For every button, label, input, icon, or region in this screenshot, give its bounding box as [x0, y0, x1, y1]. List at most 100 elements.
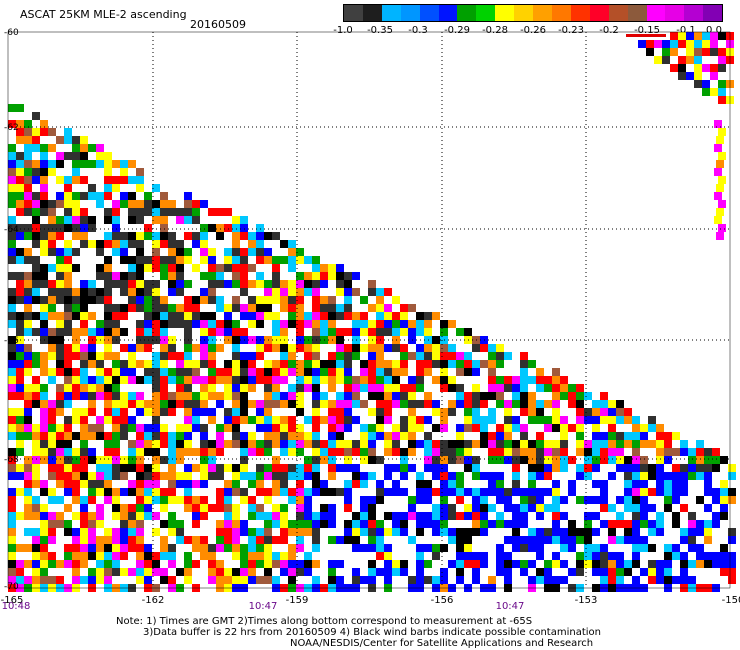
- swath-cell: [16, 384, 24, 392]
- swath-cell: [144, 464, 152, 472]
- swath-cell: [472, 496, 480, 504]
- swath-cell: [160, 424, 168, 432]
- swath-cell: [112, 376, 120, 384]
- swath-cell: [496, 432, 504, 440]
- swath-cell: [504, 400, 512, 408]
- swath-cell: [264, 352, 272, 360]
- swath-cell: [176, 544, 184, 552]
- swath-cell: [408, 392, 416, 400]
- swath-cell: [48, 240, 56, 248]
- swath-cell: [352, 376, 360, 384]
- swath-cell: [320, 472, 328, 480]
- swath-cell: [712, 472, 720, 480]
- swath-cell: [656, 448, 664, 456]
- swath-cell: [16, 144, 24, 152]
- swath-cell: [96, 224, 104, 232]
- swath-cell: [496, 480, 504, 488]
- swath-cell: [136, 456, 144, 464]
- swath-cell: [416, 440, 424, 448]
- swath-cell: [120, 240, 128, 248]
- swath-cell: [40, 240, 48, 248]
- swath-cell: [328, 560, 336, 568]
- swath-cell: [152, 424, 160, 432]
- swath-cell: [592, 576, 600, 584]
- swath-cell: [256, 472, 264, 480]
- swath-cell: [680, 552, 688, 560]
- swath-cell: [112, 368, 120, 376]
- swath-cell: [32, 264, 40, 272]
- swath-cell: [80, 424, 88, 432]
- swath-cell: [128, 344, 136, 352]
- swath-cell: [104, 440, 112, 448]
- swath-cell: [56, 392, 64, 400]
- swath-cell: [384, 312, 392, 320]
- swath-cell: [48, 400, 56, 408]
- swath-cell: [400, 296, 408, 304]
- swath-cell: [328, 440, 336, 448]
- swath-cell: [88, 280, 96, 288]
- swath-cell: [176, 352, 184, 360]
- swath-cell: [480, 488, 488, 496]
- swath-cell: [160, 448, 168, 456]
- swath-cell: [472, 408, 480, 416]
- swath-cell: [648, 504, 656, 512]
- swath-cell: [32, 288, 40, 296]
- swath-cell: [672, 512, 680, 520]
- swath-cell: [632, 424, 640, 432]
- swath-cell: [144, 392, 152, 400]
- swath-cell: [160, 496, 168, 504]
- swath-cell: [272, 344, 280, 352]
- swath-cell: [440, 552, 448, 560]
- swath-cell: [408, 304, 416, 312]
- swath-cell: [16, 408, 24, 416]
- swath-cell: [560, 480, 568, 488]
- swath-cell: [328, 352, 336, 360]
- swath-cell: [376, 552, 384, 560]
- swath-cell: [648, 488, 656, 496]
- swath-cell: [560, 432, 568, 440]
- swath-cell: [456, 576, 464, 584]
- swath-cell: [384, 432, 392, 440]
- swath-cell: [536, 368, 544, 376]
- swath-cell: [120, 496, 128, 504]
- swath-cell: [32, 392, 40, 400]
- swath-cell: [8, 248, 16, 256]
- swath-cell: [96, 488, 104, 496]
- swath-cell: [96, 520, 104, 528]
- swath-cell: [120, 400, 128, 408]
- swath-cell: [40, 320, 48, 328]
- swath-cell: [360, 456, 368, 464]
- swath-cell: [120, 312, 128, 320]
- swath-cell: [568, 568, 576, 576]
- swath-cell: [296, 344, 304, 352]
- swath-cell: [296, 552, 304, 560]
- color-scale-labels: -1.0 -0.35 -0.3 -0.29 -0.28 -0.26 -0.23 -0.2 -0.…: [0, 26, 740, 38]
- swath-cell: [368, 496, 376, 504]
- swath-cell: [336, 264, 344, 272]
- swath-cell: [632, 544, 640, 552]
- swath-cell: [96, 464, 104, 472]
- swath-cell: [408, 512, 416, 520]
- swath-cell: [678, 40, 686, 48]
- swath-cell: [592, 432, 600, 440]
- swath-cell: [256, 480, 264, 488]
- swath-cell: [672, 464, 680, 472]
- swath-cell: [112, 528, 120, 536]
- swath-cell: [8, 200, 16, 208]
- swath-cell: [224, 512, 232, 520]
- swath-cell: [152, 240, 160, 248]
- swath-cell: [88, 160, 96, 168]
- swath-cell: [56, 472, 64, 480]
- swath-cell: [448, 344, 456, 352]
- swath-cell: [24, 152, 32, 160]
- swath-cell: [192, 512, 200, 520]
- swath-cell: [168, 352, 176, 360]
- swath-cell: [536, 440, 544, 448]
- swath-cell: [552, 368, 560, 376]
- swath-cell: [88, 176, 96, 184]
- swath-cell: [240, 432, 248, 440]
- swath-cell: [624, 432, 632, 440]
- swath-cell: [368, 408, 376, 416]
- swath-cell: [128, 232, 136, 240]
- swath-cell: [336, 504, 344, 512]
